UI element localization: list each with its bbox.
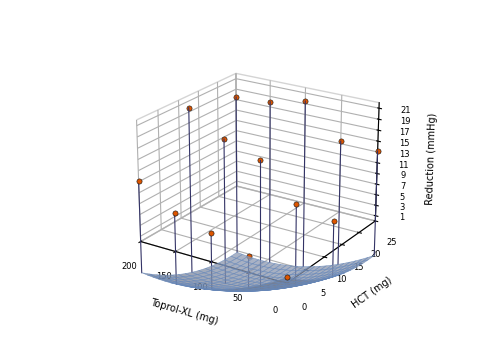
- Y-axis label: HCT (mg): HCT (mg): [350, 275, 394, 310]
- X-axis label: Toprol-XL (mg): Toprol-XL (mg): [149, 298, 220, 327]
